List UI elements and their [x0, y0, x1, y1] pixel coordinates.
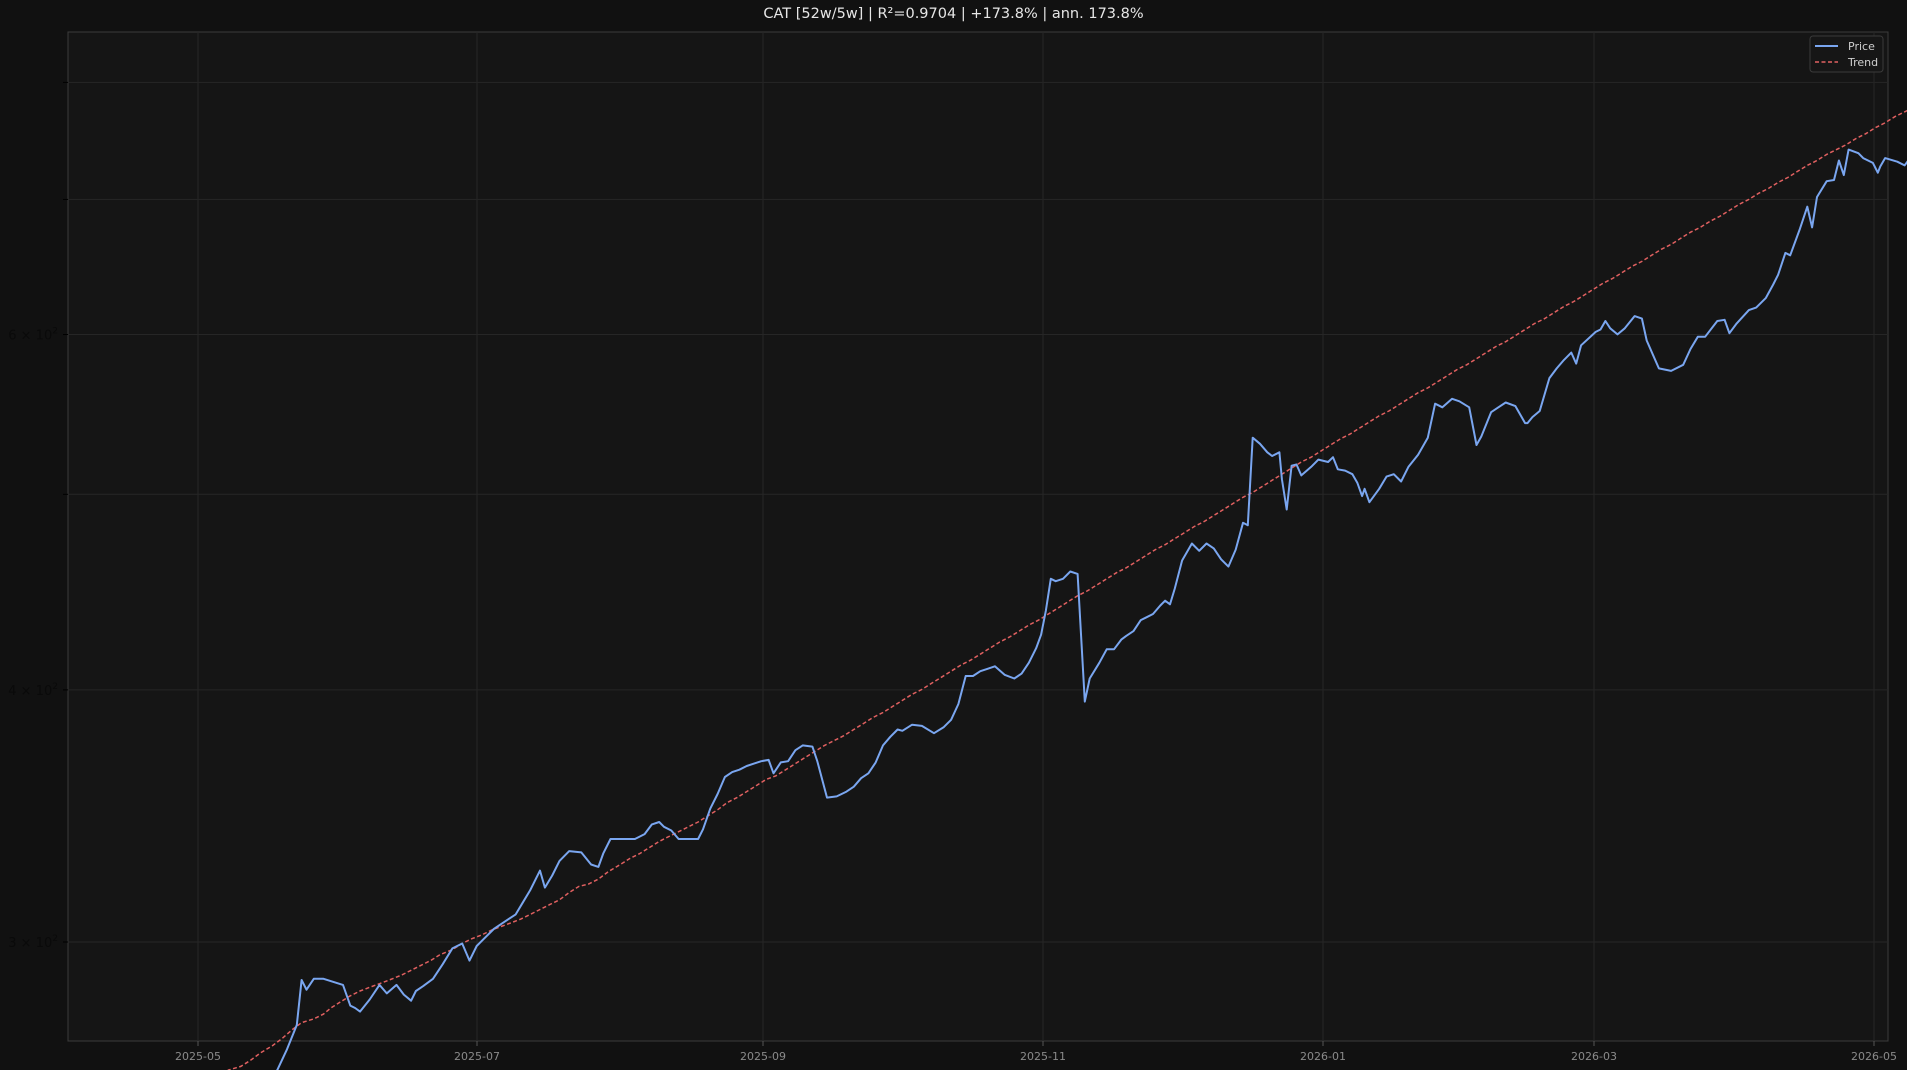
y-axis: 3 × 102 4 × 102 6 × 102 — [8, 81, 68, 951]
y-tick-label: 3 × 102 — [8, 934, 58, 951]
trend-line — [227, 109, 1907, 1070]
price-line — [276, 148, 1907, 1070]
x-tick-label: 2025-05 — [175, 1050, 221, 1063]
x-tick-label: 2025-09 — [740, 1050, 786, 1063]
y-tick-label: 6 × 102 — [8, 327, 58, 344]
y-tick-label: 4 × 102 — [8, 682, 58, 699]
legend-trend-label: Trend — [1847, 56, 1878, 69]
x-tick-label: 2025-07 — [454, 1050, 500, 1063]
x-tick-label: 2025-11 — [1020, 1050, 1066, 1063]
legend: Price Trend — [1809, 35, 1884, 73]
x-tick-label: 2026-03 — [1571, 1050, 1617, 1063]
plot-area — [67, 31, 1889, 1042]
x-axis: 2025-05 2025-07 2025-09 2025-11 2026-01 2026-… — [175, 1041, 1897, 1063]
x-tick-label: 2026-05 — [1851, 1050, 1897, 1063]
chart-title: CAT [52w/5w] | R²=0.9704 | +173.8% | ann… — [763, 6, 1144, 22]
grid-lines — [68, 32, 1888, 1041]
legend-price-label: Price — [1848, 40, 1875, 53]
x-tick-label: 2026-01 — [1300, 1050, 1346, 1063]
